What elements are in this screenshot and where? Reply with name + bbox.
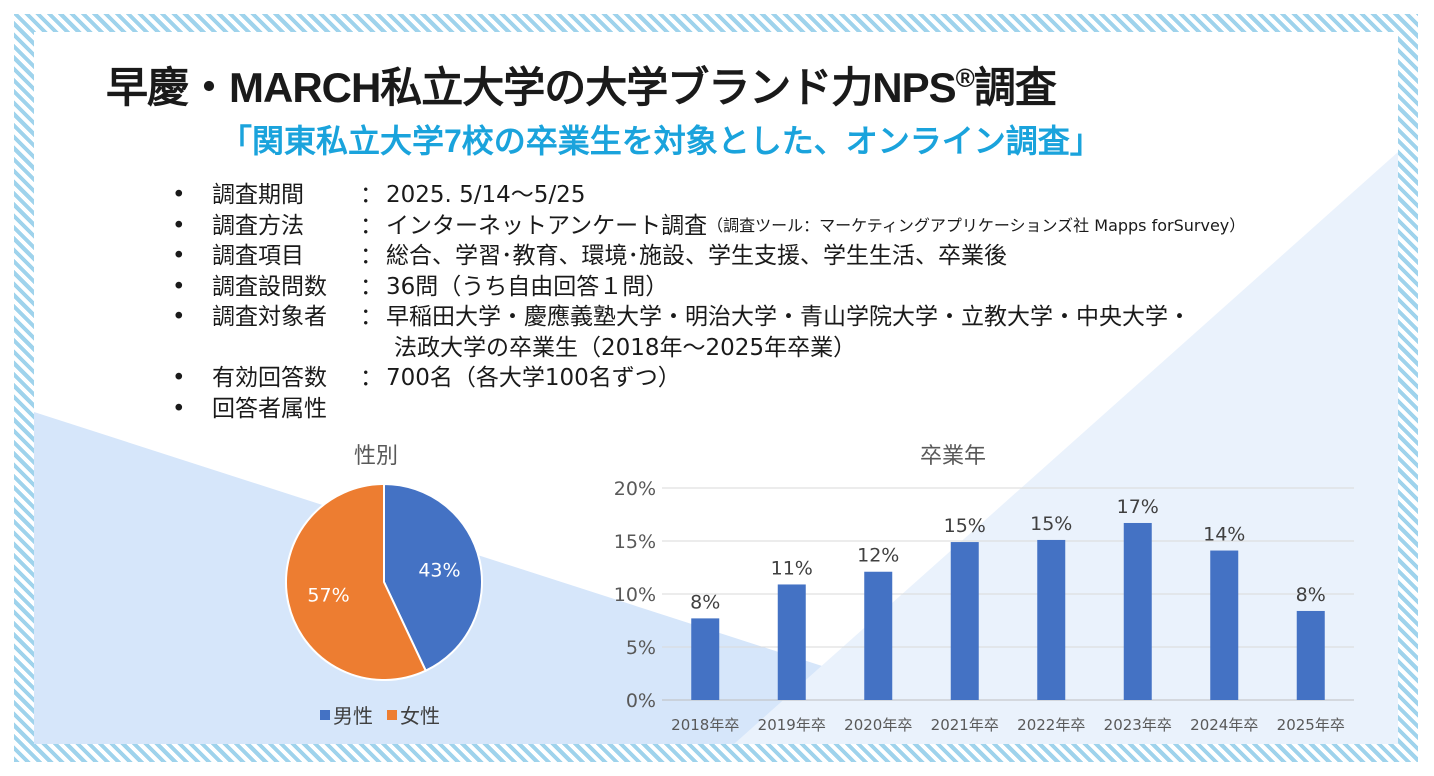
info-value: 総合、学習･教育、環境･施設、学生支援、学生生活、卒業後	[386, 243, 1007, 269]
pie-slice-female	[285, 482, 428, 681]
info-row-responses: • 有効回答数 ： 700名（各大学100名ずつ）	[172, 363, 1245, 394]
slide: 早慶・MARCH私立大学の大学ブランド力NPS®調査 「関東私立大学7校の卒業生…	[34, 32, 1398, 744]
info-value: 36問（うち自由回答１問）	[386, 273, 669, 300]
bullet: •	[172, 243, 186, 269]
page-subtitle: 「関東私立大学7校の卒業生を対象とした、オンライン調査」	[220, 123, 1102, 159]
pie-legend: 男性 女性	[320, 700, 440, 729]
x-tick-label: 2025年卒	[1277, 716, 1345, 734]
x-tick-label: 2020年卒	[844, 716, 912, 734]
info-value: 2025. 5/14～5/25	[386, 182, 586, 208]
y-tick-label: 5%	[626, 637, 656, 659]
y-tick-label: 15%	[614, 531, 656, 553]
registered-mark: ®	[955, 63, 975, 93]
info-row-method: • 調査方法 ： インターネットアンケート調査 （調査ツール：マーケティングアプ…	[172, 211, 1245, 242]
page-title: 早慶・MARCH私立大学の大学ブランド力NPS®調査	[106, 63, 1057, 111]
bar-2025年卒	[1296, 610, 1325, 700]
bar-data-label: 11%	[771, 557, 813, 579]
bar-2022年卒	[1037, 539, 1066, 700]
legend-swatch-female	[387, 709, 397, 720]
info-label: 調査期間	[212, 182, 304, 208]
survey-info-list: • 調査期間 ： 2025. 5/14～5/25 • 調査方法 ： インターネッ…	[172, 180, 1245, 424]
y-tick-label: 20%	[614, 478, 656, 500]
bar-data-label: 12%	[857, 545, 899, 567]
pie-slice-male	[383, 482, 483, 673]
x-tick-label: 2023年卒	[1104, 716, 1172, 734]
bar-2023年卒	[1123, 522, 1152, 700]
bullet: •	[172, 212, 186, 239]
info-value: 早稲田大学・慶應義塾大学・明治大学・青山学院大学・立教大学・中央大学・	[386, 304, 1191, 330]
x-tick-label: 2018年卒	[671, 716, 739, 734]
pie-chart-title: 性別	[354, 444, 399, 469]
bar-chart-title: 卒業年	[920, 444, 987, 469]
bar-2021年卒	[950, 542, 979, 700]
info-colon: ：	[360, 304, 383, 330]
bar-data-label: 15%	[944, 515, 986, 537]
bar-2019年卒	[777, 584, 806, 700]
legend-item-male: 男性	[320, 700, 373, 729]
bullet: •	[172, 304, 186, 330]
pie-data-label: 57%	[307, 584, 349, 606]
info-colon: ：	[360, 212, 383, 239]
gender-pie-chart: 43% 57%	[285, 482, 483, 681]
bullet: •	[172, 273, 186, 300]
legend-label-male: 男性	[333, 704, 373, 728]
bar-2024年卒	[1210, 550, 1239, 700]
info-row-period: • 調査期間 ： 2025. 5/14～5/25	[172, 180, 1245, 211]
info-row-question-count: • 調査設問数 ： 36問（うち自由回答１問）	[172, 272, 1245, 303]
info-label: 調査対象者	[212, 304, 327, 330]
info-target-continuation: 法政大学の卒業生（2018年～2025年卒業）	[394, 334, 857, 361]
bar-data-label: 14%	[1203, 524, 1245, 546]
info-row-attributes: • 回答者属性	[172, 394, 1245, 425]
info-label: 調査項目	[212, 243, 304, 269]
info-label: 調査方法	[212, 212, 304, 239]
y-tick-label: 10%	[614, 584, 656, 606]
info-colon: ：	[360, 182, 383, 208]
legend-label-female: 女性	[400, 704, 440, 728]
pie-data-label: 43%	[418, 560, 460, 582]
x-tick-label: 2021年卒	[931, 716, 999, 734]
bar-data-label: 17%	[1117, 496, 1159, 518]
bar-data-label: 8%	[690, 591, 720, 613]
bg-triangle-left	[34, 412, 1064, 744]
y-tick-label: 0%	[626, 690, 656, 712]
bullet: •	[172, 395, 186, 422]
info-value: 700名（各大学100名ずつ）	[386, 365, 681, 391]
info-label: 有効回答数	[212, 365, 327, 391]
info-row-items: • 調査項目 ： 総合、学習･教育、環境･施設、学生支援、学生生活、卒業後	[172, 241, 1245, 272]
info-colon: ：	[360, 365, 383, 391]
x-tick-label: 2022年卒	[1017, 716, 1085, 734]
info-colon: ：	[360, 243, 383, 269]
graduation-year-bar-chart: 0% 5% 10% 15% 20% 8% 2018年卒 11% 2019年卒 12% 2020年卒 1…	[614, 478, 1354, 734]
bar-2018年卒	[691, 618, 720, 700]
bullet: •	[172, 365, 186, 391]
info-value: インターネットアンケート調査	[386, 212, 708, 239]
x-tick-label: 2024年卒	[1190, 716, 1258, 734]
bar-data-label: 8%	[1296, 584, 1326, 606]
info-row-target: • 調査対象者 ： 早稲田大学・慶應義塾大学・明治大学・青山学院大学・立教大学・…	[172, 302, 1245, 333]
bar-2020年卒	[864, 571, 893, 700]
legend-item-female: 女性	[387, 700, 440, 729]
bar-data-label: 15%	[1030, 513, 1072, 535]
info-label: 調査設問数	[212, 273, 327, 300]
info-label: 回答者属性	[212, 395, 327, 422]
bullet: •	[172, 182, 186, 208]
legend-swatch-male	[320, 709, 330, 720]
info-colon: ：	[360, 273, 383, 300]
info-note: （調査ツール：マーケティングアプリケーションズ社 Mapps forSurvey…	[707, 215, 1246, 235]
x-tick-label: 2019年卒	[758, 716, 826, 734]
